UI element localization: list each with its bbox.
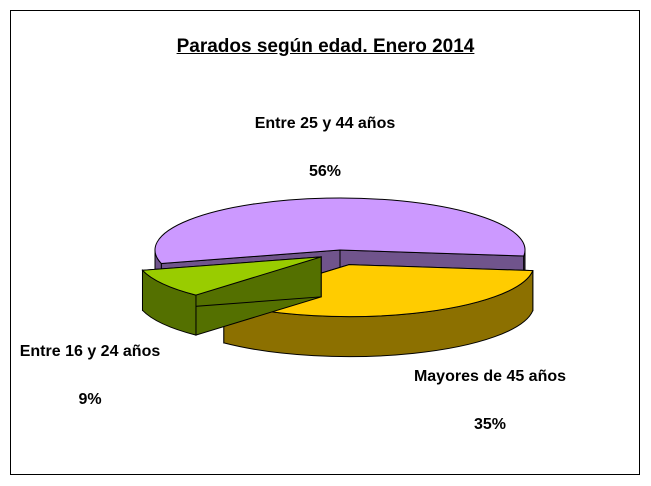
slice bbox=[141, 256, 322, 296]
slice-value-label: 35% bbox=[473, 416, 507, 433]
slice bbox=[154, 197, 526, 264]
slice-label: Entre 25 y 44 años bbox=[254, 115, 396, 132]
slice-value-label: 56% bbox=[308, 163, 342, 180]
slice-label: Mayores de 45 años bbox=[413, 368, 567, 385]
slice-label: Entre 16 y 24 años bbox=[19, 343, 161, 360]
slice-value-label: 9% bbox=[78, 391, 102, 408]
chart-title: Parados según edad. Enero 2014 bbox=[176, 36, 475, 57]
chart-frame bbox=[10, 10, 640, 475]
